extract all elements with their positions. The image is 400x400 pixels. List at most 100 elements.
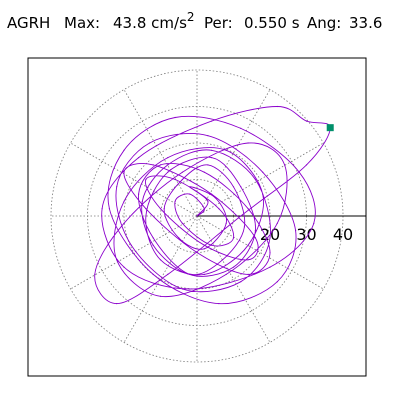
orbit-point-7	[163, 208, 165, 210]
orbit-point-84	[211, 193, 213, 195]
orbit-point-74	[138, 193, 140, 195]
orbit-point-97	[203, 208, 205, 210]
max-label: Max:	[64, 14, 101, 32]
orbit-point-63	[247, 244, 249, 246]
orbit-point-32	[123, 149, 125, 151]
orbit-point-1	[207, 200, 209, 202]
orbit-point-11	[243, 226, 245, 228]
orbit-point-41	[138, 157, 140, 159]
orbit-point-64	[203, 273, 205, 275]
max-value-text: 43.8 cm/s	[113, 14, 187, 32]
orbit-point-3	[214, 197, 216, 199]
orbit-point-40	[101, 208, 103, 210]
orbit-point-89	[145, 178, 147, 181]
orbit-point-33	[174, 116, 176, 119]
orbit-point-38	[189, 288, 191, 290]
orbit-point-23	[116, 186, 118, 188]
header-bar: AGRH Max: 43.8 cm/s2 Per: 0.550 s Ang: 3…	[0, 10, 400, 38]
max-value: 43.8 cm/s2	[113, 10, 195, 32]
orbit-point-10	[232, 186, 235, 188]
plot-frame	[27, 57, 367, 377]
orbit-point-2	[189, 186, 191, 188]
orbit-point-37	[269, 266, 271, 268]
orbit-point-44	[305, 120, 308, 122]
orbit-point-36	[313, 222, 315, 224]
orbit-point-35	[298, 171, 300, 173]
orbit-point-39	[123, 266, 125, 268]
orbit-point-51	[123, 222, 125, 224]
orbit-point-20	[240, 281, 242, 283]
radial-axis: 20 30 40	[197, 215, 366, 244]
orbit-point-82	[123, 171, 125, 173]
orbit-point-28	[276, 281, 278, 283]
orbit-point-58	[116, 259, 118, 261]
orbit-point-93	[211, 244, 213, 246]
orbit-point-86	[247, 259, 249, 261]
orbit-point-85	[254, 237, 256, 239]
orbit-point-22	[130, 244, 132, 246]
ang-value: 33.6	[349, 14, 383, 32]
orbit-point-29	[218, 303, 220, 305]
orbit-point-56	[225, 273, 227, 275]
ang-label: Ang:	[307, 14, 342, 32]
orbit-point-67	[167, 171, 169, 173]
orbit-point-55	[276, 222, 278, 224]
orbit-trace-group	[94, 105, 331, 305]
orbit-point-47	[240, 215, 242, 217]
orbit-point-42	[211, 120, 213, 122]
orbit-point-53	[247, 142, 249, 144]
orbit-point-71	[232, 266, 235, 268]
orbit-point-65	[159, 259, 162, 261]
orbit-point-34	[240, 127, 242, 129]
orbit-point-96	[189, 193, 191, 195]
orbit-point-73	[152, 237, 154, 239]
orbit-point-48	[167, 273, 169, 275]
orbit-point-31	[108, 208, 110, 210]
orbit-point-60	[167, 157, 169, 159]
orbit-point-21	[181, 288, 183, 290]
orbit-point-14	[152, 244, 154, 246]
orbit-point-80	[196, 251, 198, 254]
orbit-point-94	[181, 222, 183, 224]
orbit-point-61	[225, 149, 227, 151]
orbit-point-15	[141, 200, 143, 202]
max-exponent: 2	[186, 10, 195, 24]
per-label: Per:	[204, 14, 233, 32]
orbit-point-62	[262, 193, 264, 195]
orbit-point-81	[145, 208, 147, 210]
station-code: AGRH	[7, 14, 51, 32]
orbit-point-76	[203, 171, 205, 173]
orbit-point-59	[123, 200, 125, 202]
orbit-point-25	[207, 135, 209, 137]
orbit-point-12	[222, 259, 224, 261]
per-value: 0.550 s	[244, 14, 300, 32]
orbit-point-69	[240, 186, 242, 188]
orbit-point-49	[116, 303, 118, 305]
tick-label-30: 30	[296, 225, 316, 244]
orbit-point-19	[269, 237, 271, 239]
orbit-point-6	[178, 237, 180, 239]
orbit-point-43	[276, 105, 278, 108]
orbit-point-9	[207, 164, 209, 166]
orbit-point-52	[181, 171, 183, 173]
orbit-point-95	[174, 200, 176, 202]
orbit-point-98	[196, 215, 198, 217]
orbit-trace-0	[94, 106, 331, 305]
orbit-point-92	[232, 237, 235, 239]
orbit-point-26	[262, 171, 264, 173]
orbit-point-46	[305, 164, 308, 166]
orbit-point-87	[203, 244, 205, 246]
orbit-point-27	[295, 230, 297, 232]
orbit-point-18	[254, 178, 256, 181]
orbit-point-57	[159, 295, 162, 297]
orbit-point-8	[181, 178, 183, 181]
orbit-point-50	[94, 273, 96, 275]
orbit-point-77	[247, 208, 249, 210]
tick-label-40: 40	[333, 225, 353, 244]
orbit-point-70	[254, 230, 256, 232]
orbit-point-68	[211, 157, 213, 159]
orbit-point-75	[159, 164, 162, 166]
orbit-point-90	[174, 178, 176, 181]
orbit-point-4	[225, 222, 227, 224]
